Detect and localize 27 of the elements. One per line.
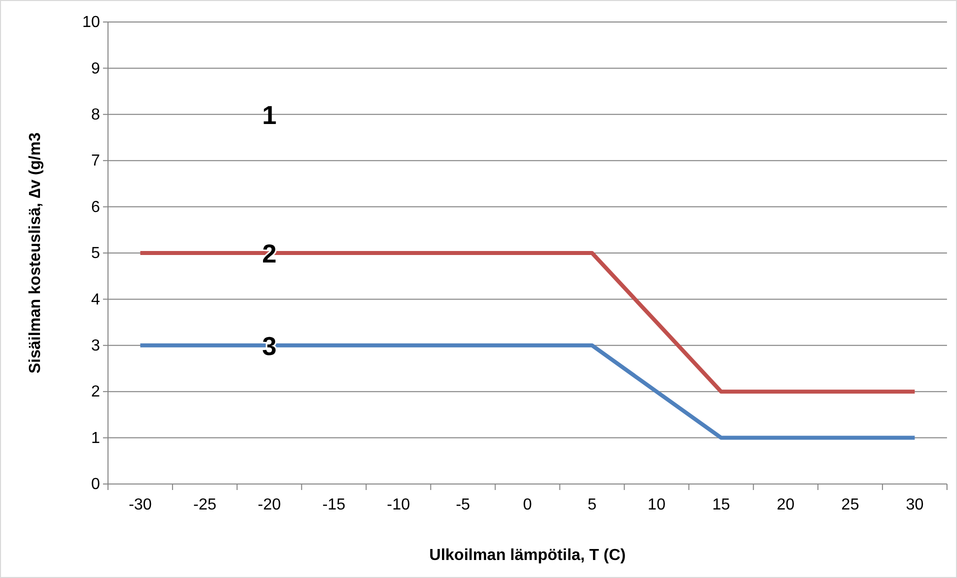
x-tick-label: 15 [712,496,730,514]
x-tick-label: -15 [322,496,346,514]
x-tick-label: -20 [258,496,282,514]
y-tick-label: 6 [91,198,100,216]
x-tick-label: -5 [456,496,470,514]
y-tick-label: 7 [91,152,100,170]
x-tick-label: -25 [193,496,216,514]
x-tick-label: 25 [841,496,860,514]
annotation: 1 [262,100,277,130]
y-axis-title: Sisäilman kosteuslisä, ∆v (g/m3 [27,132,44,374]
y-tick-label: 3 [91,338,100,355]
x-tick-label: -30 [128,496,152,514]
x-tick-label: 5 [588,496,597,514]
y-tick-label: 5 [91,245,100,262]
x-tick-label: 10 [648,496,666,514]
x-tick-label: 30 [906,496,924,514]
x-axis-title: Ulkoilman lämpötila, T (C) [429,547,626,564]
y-tick-label: 9 [91,60,100,78]
y-tick-label: 2 [91,384,100,401]
y-tick-label: 8 [91,106,100,124]
y-tick-label: 10 [82,14,100,32]
y-tick-label: 4 [91,291,100,308]
x-tick-label: 0 [523,496,532,514]
y-tick-label: 0 [91,476,100,494]
x-tick-label: -10 [386,496,410,514]
x-tick-label: 20 [776,496,795,514]
y-tick-label: 1 [91,430,100,447]
